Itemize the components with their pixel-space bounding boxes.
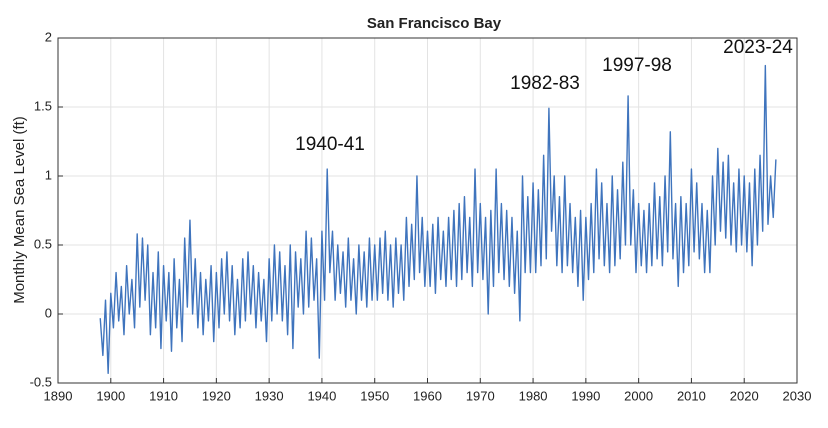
annotation: 1940-41: [295, 134, 365, 155]
x-tick-label: 1960: [413, 388, 442, 403]
y-tick-label: 2: [45, 29, 52, 44]
x-tick-label: 1890: [44, 388, 73, 403]
x-tick-label: 1940: [307, 388, 336, 403]
x-tick-label: 2000: [624, 388, 653, 403]
y-axis-label: Monthly Mean Sea Level (ft): [11, 116, 28, 304]
line-series: [99, 64, 777, 375]
x-tick-label: 1910: [149, 388, 178, 403]
x-tick-label: 1930: [255, 388, 284, 403]
chart-title: San Francisco Bay: [367, 15, 502, 32]
y-tick-label: 1.5: [34, 98, 52, 113]
annotation: 1997-98: [602, 55, 672, 76]
x-tick-label: 2010: [677, 388, 706, 403]
x-tick-label: 1920: [202, 388, 231, 403]
x-tick-label: 1990: [571, 388, 600, 403]
y-tick-label: 1: [45, 167, 52, 182]
x-tick-label: 1950: [360, 388, 389, 403]
x-tick-label: 2020: [730, 388, 759, 403]
x-tick-label: 2030: [783, 388, 812, 403]
y-tick-label: 0.5: [34, 236, 52, 251]
x-tick-label: 1980: [519, 388, 548, 403]
x-tick-label: 1970: [466, 388, 495, 403]
y-tick-label: 0: [45, 305, 52, 320]
annotation: 1982-83: [510, 73, 580, 94]
annotation: 2023-24: [723, 37, 793, 58]
plot: [99, 64, 777, 375]
x-tick-label: 1900: [96, 388, 125, 403]
y-tick-label: -0.5: [30, 374, 52, 389]
